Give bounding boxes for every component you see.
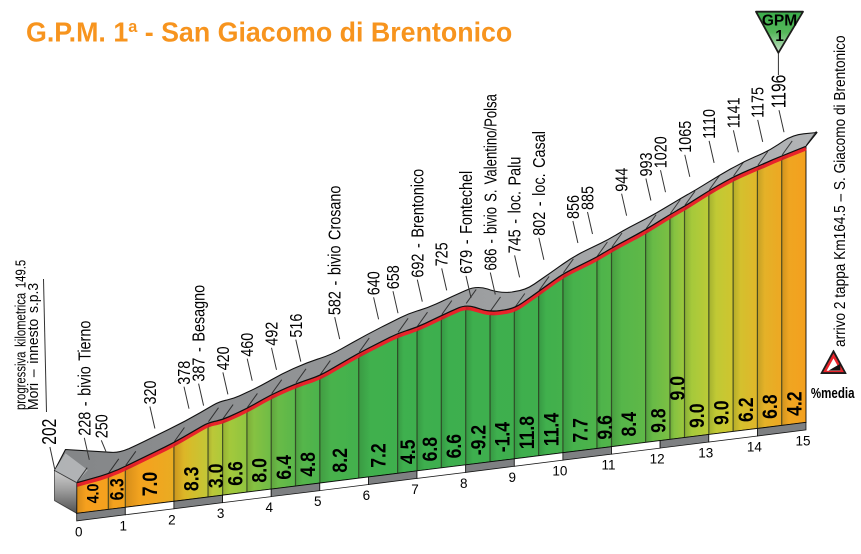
svg-text:1020: 1020 [651, 136, 671, 168]
svg-text:745 - loc. Palu: 745 - loc. Palu [505, 157, 525, 254]
svg-text:4: 4 [265, 500, 273, 515]
svg-text:11: 11 [601, 458, 615, 473]
svg-text:8.3: 8.3 [180, 466, 204, 491]
svg-text:9.8: 9.8 [647, 408, 671, 433]
svg-text:387 - Besagno: 387 - Besagno [189, 285, 209, 382]
svg-text:686 - bivio S. Valentino/Polsa: 686 - bivio S. Valentino/Polsa [481, 94, 500, 271]
svg-text:250: 250 [92, 414, 112, 438]
svg-text:640: 640 [364, 271, 384, 295]
svg-text:-9.2: -9.2 [467, 425, 491, 455]
svg-text:582 - bivio Crosano: 582 - bivio Crosano [325, 186, 345, 316]
svg-text:9.0: 9.0 [666, 376, 690, 401]
svg-text:4.2: 4.2 [783, 391, 807, 416]
svg-text:4.0: 4.0 [85, 483, 103, 503]
svg-text:8.0: 8.0 [248, 458, 272, 483]
svg-text:885: 885 [578, 186, 598, 210]
svg-text:G.P.M. 1a - San Giacomo di Bre: G.P.M. 1a - San Giacomo di Brentonico [26, 16, 512, 48]
svg-text:692 - Brentonico: 692 - Brentonico [408, 169, 428, 278]
svg-text:658: 658 [384, 265, 404, 289]
svg-text:14: 14 [747, 440, 763, 455]
svg-text:8.4: 8.4 [618, 412, 642, 437]
svg-text:13: 13 [698, 446, 713, 461]
svg-text:6: 6 [363, 488, 371, 503]
svg-text:4.5: 4.5 [396, 439, 420, 464]
svg-text:8.2: 8.2 [328, 448, 352, 473]
svg-text:6.6: 6.6 [443, 434, 467, 459]
svg-text:10: 10 [552, 464, 567, 479]
svg-text:1110: 1110 [700, 109, 720, 139]
svg-text:1141: 1141 [724, 97, 744, 128]
svg-text:6.4: 6.4 [272, 455, 296, 480]
svg-text:9.0: 9.0 [710, 400, 734, 425]
svg-text:993: 993 [636, 152, 656, 176]
svg-text:228 - bivio Tierno: 228 - bivio Tierno [75, 321, 95, 436]
svg-text:320: 320 [140, 380, 160, 404]
svg-text:944: 944 [612, 168, 632, 192]
svg-text:3.0: 3.0 [204, 464, 228, 489]
svg-text:516: 516 [286, 314, 306, 338]
svg-text:1175: 1175 [748, 87, 768, 118]
svg-text:9.0: 9.0 [686, 403, 710, 428]
svg-text:5: 5 [314, 494, 322, 509]
svg-text:0: 0 [75, 524, 83, 539]
svg-text:202: 202 [38, 419, 60, 445]
svg-text:Mori – innesto s.p.3: Mori – innesto s.p.3 [26, 283, 42, 410]
svg-text:1: 1 [775, 28, 784, 45]
svg-text:9.6: 9.6 [593, 415, 617, 440]
svg-text:6.8: 6.8 [418, 437, 442, 462]
svg-text:9: 9 [509, 470, 517, 485]
svg-text:11.8: 11.8 [516, 416, 540, 450]
svg-text:802 - loc. Casal: 802 - loc. Casal [529, 131, 549, 236]
svg-text:420: 420 [213, 346, 233, 370]
svg-text:4.8: 4.8 [297, 452, 321, 477]
svg-text:7: 7 [411, 482, 419, 497]
svg-text:arrivo 2 tappa Km164.5 –: arrivo 2 tappa Km164.5 – S. Giacomo di B… [832, 35, 849, 347]
svg-text:8: 8 [460, 476, 468, 491]
svg-text:460: 460 [238, 333, 258, 357]
svg-text:1065: 1065 [675, 121, 695, 153]
svg-text:7.7: 7.7 [569, 418, 593, 443]
svg-text:378: 378 [175, 361, 195, 385]
svg-text:-1.4: -1.4 [491, 422, 515, 453]
svg-text:2: 2 [168, 512, 176, 527]
svg-text:7.0: 7.0 [139, 472, 163, 497]
svg-text:6.6: 6.6 [224, 461, 248, 486]
svg-text:%media: %media [811, 385, 855, 402]
svg-text:GPM: GPM [762, 13, 797, 30]
svg-text:6.2: 6.2 [734, 397, 758, 422]
svg-text:1196: 1196 [768, 75, 790, 109]
svg-text:725: 725 [432, 242, 452, 266]
svg-text:11.4: 11.4 [540, 413, 564, 447]
svg-text:3: 3 [217, 506, 225, 521]
svg-text:7.2: 7.2 [367, 443, 391, 468]
svg-text:12: 12 [650, 452, 665, 467]
svg-text:492: 492 [262, 322, 282, 346]
svg-text:progressiva kilometrica 149.: progressiva kilometrica 149.5 [12, 260, 29, 410]
svg-text:856: 856 [563, 195, 583, 219]
svg-text:6.8: 6.8 [759, 394, 783, 419]
svg-text:1: 1 [120, 518, 128, 533]
svg-text:15: 15 [795, 433, 810, 448]
svg-text:679 - Fontechel: 679 - Fontechel [457, 171, 477, 274]
svg-text:6.3: 6.3 [106, 478, 128, 500]
